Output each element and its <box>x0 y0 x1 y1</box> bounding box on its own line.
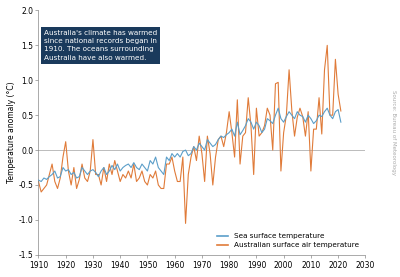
Text: Source: Bureau of Meteorology: Source: Bureau of Meteorology <box>391 91 396 175</box>
Y-axis label: Temperature anomaly (°C): Temperature anomaly (°C) <box>7 82 16 183</box>
Legend: Sea surface temperature, Australian surface air temperature: Sea surface temperature, Australian surf… <box>214 230 362 251</box>
Text: Australia's climate has warmed
since national records began in
1910. The oceans : Australia's climate has warmed since nat… <box>44 30 157 61</box>
